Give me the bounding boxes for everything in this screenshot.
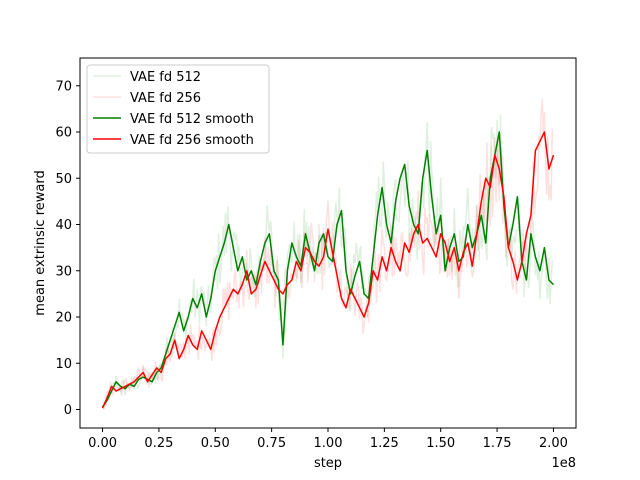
y-axis: 0 10 20 30 40 50 60 70 — [55, 79, 80, 418]
raw-line-0 — [101, 115, 554, 410]
y-tick-label: 50 — [55, 172, 72, 187]
legend-label-512: VAE fd 512 — [130, 70, 201, 85]
y-tick-label: 70 — [55, 79, 72, 94]
x-offset-label: 1e8 — [551, 456, 576, 471]
legend-label-256: VAE fd 256 — [130, 91, 201, 106]
x-tick-label: 0.25 — [144, 436, 173, 451]
smooth-line-1 — [101, 131, 555, 409]
legend: VAE fd 512 VAE fd 256 VAE fd 512 smooth … — [86, 64, 270, 154]
smooth-series-layer — [101, 131, 555, 409]
x-tick-label: 0.50 — [201, 436, 230, 451]
x-tick-label: 1.50 — [426, 436, 455, 451]
y-tick-label: 40 — [55, 218, 72, 233]
legend-label-512-smooth: VAE fd 512 smooth — [130, 112, 254, 127]
legend-frame — [86, 64, 270, 154]
x-tick-label: 0.75 — [257, 436, 286, 451]
y-tick-label: 30 — [55, 264, 72, 279]
y-tick-label: 0 — [64, 403, 72, 418]
x-tick-label: 1.00 — [314, 436, 343, 451]
y-tick-label: 10 — [55, 357, 72, 372]
y-tick-label: 20 — [55, 311, 72, 326]
x-tick-label: 2.00 — [539, 436, 568, 451]
x-axis-label: step — [314, 456, 342, 471]
y-axis-label: mean extrinsic reward — [33, 170, 48, 315]
y-tick-label: 60 — [55, 126, 72, 141]
x-axis: 0.00 0.25 0.50 0.75 1.00 1.25 1.50 1.75 2.00 — [88, 428, 568, 451]
x-tick-label: 1.25 — [370, 436, 399, 451]
x-tick-label: 0.00 — [88, 436, 117, 451]
x-tick-label: 1.75 — [483, 436, 512, 451]
legend-label-256-smooth: VAE fd 256 smooth — [130, 133, 254, 148]
